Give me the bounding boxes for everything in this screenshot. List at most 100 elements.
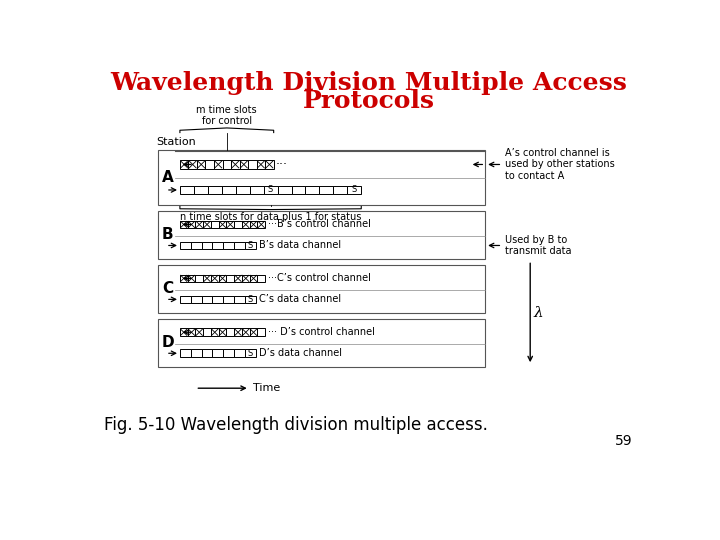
Text: B’s data channel: B’s data channel: [259, 240, 341, 251]
Bar: [158, 265, 485, 313]
Bar: [195, 221, 203, 228]
Bar: [265, 160, 274, 168]
Bar: [258, 221, 265, 228]
Bar: [320, 186, 333, 194]
Bar: [202, 295, 212, 303]
Bar: [242, 221, 250, 228]
Bar: [264, 186, 277, 194]
Bar: [202, 349, 212, 357]
Bar: [195, 274, 203, 282]
Bar: [234, 349, 245, 357]
Bar: [226, 328, 234, 336]
Text: ··· D’s control channel: ··· D’s control channel: [269, 327, 375, 338]
Text: ···B’s control channel: ···B’s control channel: [269, 219, 371, 230]
Bar: [188, 328, 195, 336]
Text: Protocols: Protocols: [303, 89, 435, 113]
Text: D’s data channel: D’s data channel: [259, 348, 342, 358]
Text: Time: Time: [253, 383, 280, 393]
Bar: [305, 186, 320, 194]
Bar: [188, 274, 195, 282]
Bar: [180, 186, 194, 194]
Bar: [242, 274, 250, 282]
Bar: [180, 241, 191, 249]
Bar: [158, 150, 485, 205]
Text: m time slots
for control: m time slots for control: [197, 105, 257, 126]
Bar: [245, 295, 256, 303]
Bar: [235, 186, 250, 194]
Text: S: S: [351, 185, 357, 194]
Bar: [180, 349, 191, 357]
Bar: [203, 274, 211, 282]
Bar: [203, 328, 211, 336]
Text: S: S: [268, 185, 273, 194]
Bar: [208, 186, 222, 194]
Bar: [250, 328, 258, 336]
Bar: [248, 160, 256, 168]
Bar: [250, 274, 258, 282]
Bar: [226, 274, 234, 282]
Text: A: A: [161, 170, 174, 185]
Bar: [180, 160, 189, 168]
Bar: [234, 328, 242, 336]
Bar: [219, 328, 226, 336]
Bar: [245, 241, 256, 249]
Text: B: B: [162, 227, 174, 242]
Bar: [212, 241, 223, 249]
Bar: [219, 221, 226, 228]
Bar: [250, 221, 258, 228]
Text: Wavelength Division Multiple Access: Wavelength Division Multiple Access: [111, 71, 627, 94]
Bar: [188, 221, 195, 228]
Bar: [202, 241, 212, 249]
Text: C: C: [162, 281, 173, 296]
Text: n time slots for data plus 1 for status: n time slots for data plus 1 for status: [180, 212, 361, 222]
Bar: [234, 295, 245, 303]
Bar: [212, 349, 223, 357]
Bar: [180, 295, 191, 303]
Text: A’s control channel is
used by other stations
to contact A: A’s control channel is used by other sta…: [505, 148, 614, 181]
Bar: [197, 160, 205, 168]
Text: C’s data channel: C’s data channel: [259, 294, 341, 305]
Bar: [240, 160, 248, 168]
Bar: [234, 274, 242, 282]
Bar: [223, 241, 234, 249]
Bar: [211, 328, 219, 336]
Bar: [234, 221, 242, 228]
Text: Fig. 5-10 Wavelength division multiple access.: Fig. 5-10 Wavelength division multiple a…: [104, 416, 488, 434]
Bar: [195, 328, 203, 336]
Bar: [191, 349, 202, 357]
Bar: [250, 186, 264, 194]
Bar: [222, 186, 235, 194]
Bar: [205, 160, 214, 168]
Bar: [191, 295, 202, 303]
Text: S: S: [248, 295, 253, 304]
Bar: [223, 349, 234, 357]
Bar: [191, 241, 202, 249]
Bar: [219, 274, 226, 282]
Bar: [211, 274, 219, 282]
Bar: [333, 186, 347, 194]
Text: ···: ···: [276, 158, 288, 171]
Text: λ: λ: [534, 306, 543, 320]
Text: 59: 59: [615, 434, 632, 448]
Bar: [189, 160, 197, 168]
Bar: [277, 186, 292, 194]
Bar: [258, 274, 265, 282]
Text: S: S: [248, 241, 253, 250]
Bar: [292, 186, 305, 194]
Bar: [180, 328, 188, 336]
Bar: [231, 160, 240, 168]
Bar: [158, 211, 485, 259]
Bar: [203, 221, 211, 228]
Bar: [226, 221, 234, 228]
Bar: [223, 295, 234, 303]
Bar: [211, 221, 219, 228]
Bar: [212, 295, 223, 303]
Bar: [347, 186, 361, 194]
Bar: [180, 221, 188, 228]
Bar: [194, 186, 208, 194]
Text: S: S: [248, 349, 253, 358]
Text: ···C’s control channel: ···C’s control channel: [269, 273, 371, 284]
Bar: [214, 160, 222, 168]
Text: D: D: [161, 335, 174, 350]
Bar: [180, 274, 188, 282]
